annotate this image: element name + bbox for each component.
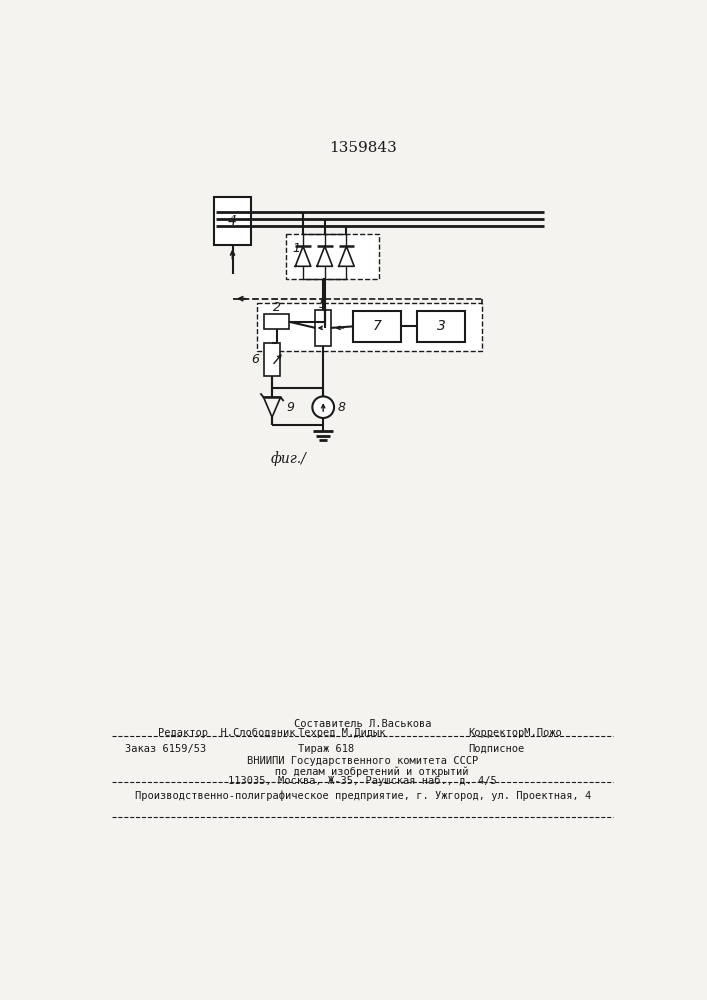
Text: 1359843: 1359843: [329, 141, 397, 155]
Text: Составитель Л.Васькова: Составитель Л.Васькова: [294, 719, 431, 729]
Bar: [257, 303, 482, 351]
Text: Заказ 6159/53: Заказ 6159/53: [125, 744, 206, 754]
Bar: [417, 311, 465, 342]
Text: 3: 3: [436, 319, 445, 333]
Text: 6: 6: [251, 353, 259, 366]
Bar: [286, 234, 379, 279]
Circle shape: [312, 396, 334, 418]
Text: 113035, Москва, Ж-35, Раушская наб., д. 4/5: 113035, Москва, Ж-35, Раушская наб., д. …: [228, 776, 497, 786]
Text: по делам изобретений и открытий: по делам изобретений и открытий: [257, 766, 469, 777]
Bar: [264, 343, 280, 376]
Text: ВНИИПИ Государственного комитета СССР: ВНИИПИ Государственного комитета СССР: [247, 756, 479, 766]
Text: 7: 7: [373, 319, 382, 333]
Bar: [214, 197, 251, 245]
Text: Редактор  Н.Слободяник: Редактор Н.Слободяник: [158, 728, 296, 738]
Bar: [315, 310, 331, 346]
Text: фиг./: фиг./: [271, 451, 306, 466]
Text: 4: 4: [228, 214, 237, 228]
Bar: [264, 314, 289, 329]
Text: Подписное: Подписное: [468, 744, 525, 754]
Text: 5: 5: [319, 298, 327, 311]
Text: 8: 8: [337, 401, 345, 414]
Text: КорректорМ.Пожо: КорректорМ.Пожо: [468, 728, 562, 738]
Text: 9: 9: [286, 401, 294, 414]
Text: 1: 1: [292, 242, 300, 255]
Text: Техред М.Дидык: Техред М.Дидык: [298, 728, 385, 738]
Text: 2: 2: [273, 301, 281, 314]
Bar: [354, 311, 402, 342]
Text: Производственно-полиграфическое предприятие, г. Ужгород, ул. Проектная, 4: Производственно-полиграфическое предприя…: [134, 790, 591, 801]
Text: Тираж 618: Тираж 618: [298, 744, 354, 754]
